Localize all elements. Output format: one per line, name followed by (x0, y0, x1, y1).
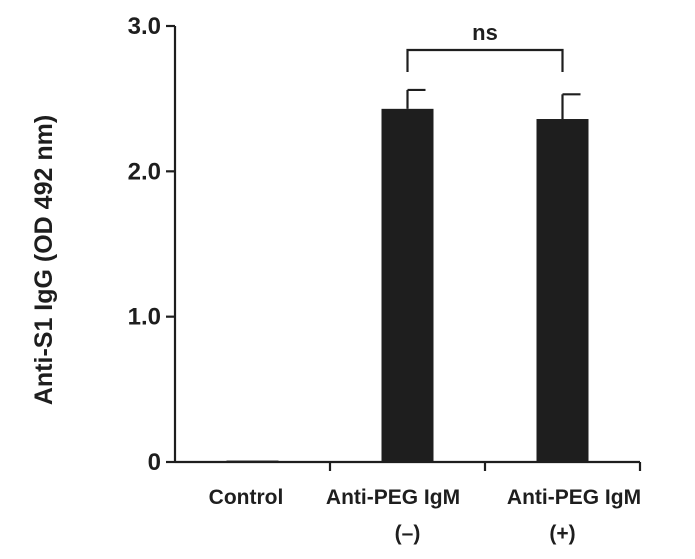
y-tick-label: 0 (148, 449, 161, 476)
y-tick-label: 1.0 (128, 304, 161, 331)
significance-label: ns (472, 20, 498, 45)
bar (381, 108, 434, 462)
category-label: Anti-PEG IgM (326, 486, 460, 509)
bars (226, 108, 589, 462)
error-bars (406, 88, 581, 120)
category-label: Anti-PEG IgM (507, 486, 641, 509)
y-tick-label: 2.0 (128, 158, 161, 185)
y-ticks: 0 1.0 2.0 3.0 (128, 13, 175, 476)
category-sublabel: (+) (549, 522, 575, 545)
bar (226, 460, 279, 462)
significance-bracket: ns (406, 20, 564, 72)
y-tick-label: 3.0 (128, 13, 161, 40)
category-sublabel: (–) (395, 522, 421, 545)
y-axis-label: Anti-S1 IgG (OD 492 nm) (30, 115, 58, 405)
bar (536, 119, 589, 462)
bracket-line (406, 48, 564, 72)
category-label: Control (209, 486, 284, 509)
category-labels: Control Anti-PEG IgM (–) Anti-PEG IgM (+) (209, 486, 641, 545)
